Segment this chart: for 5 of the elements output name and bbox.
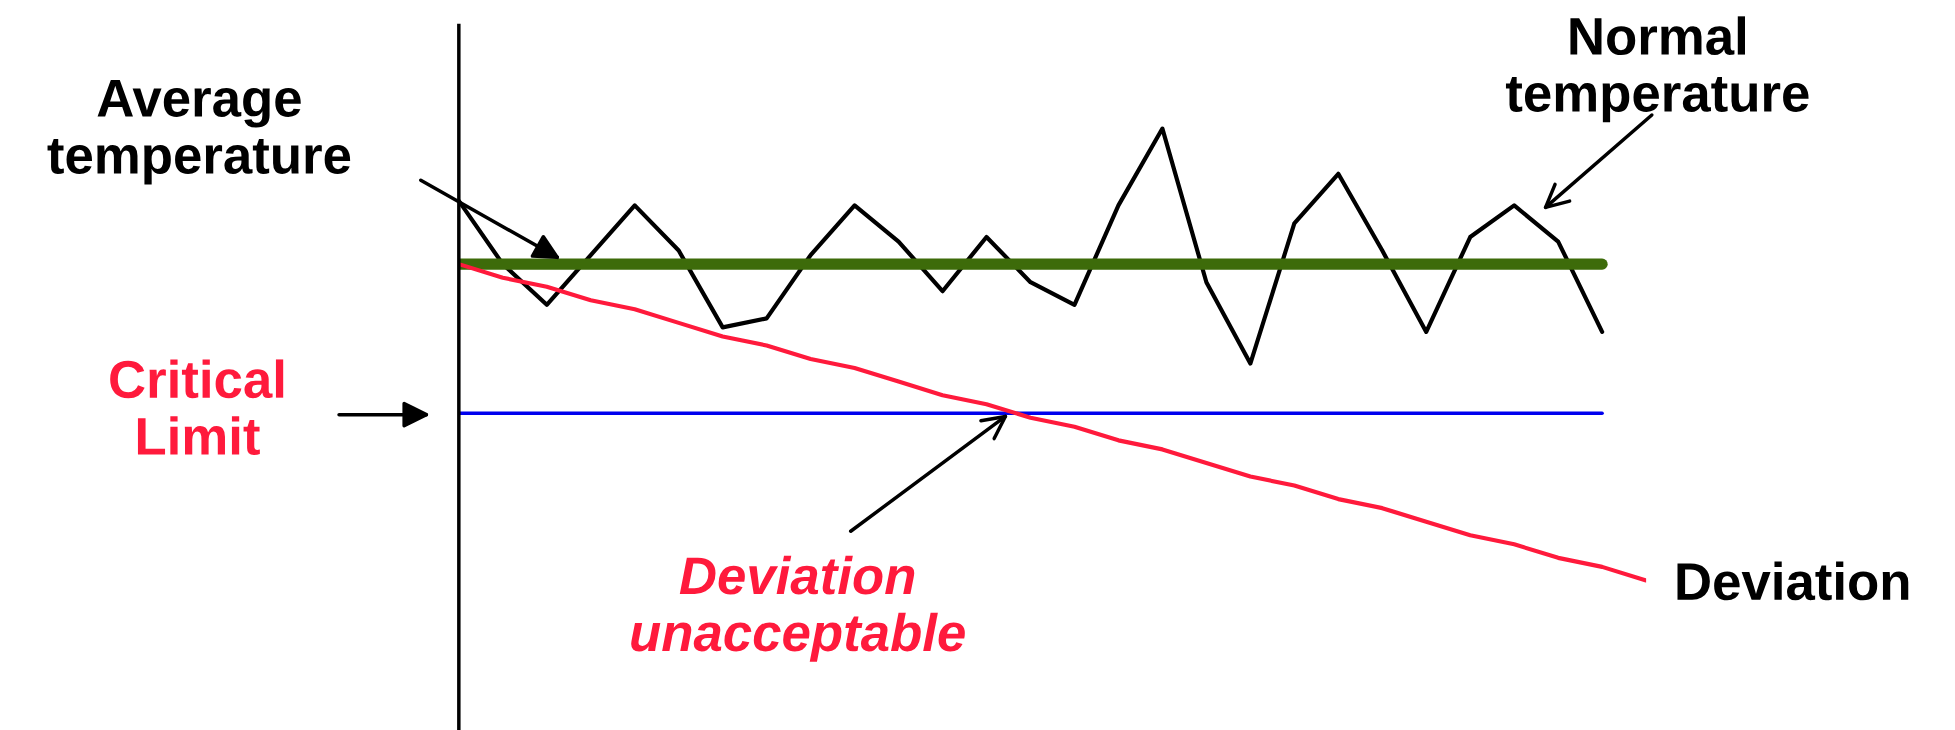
annotation: Deviation unacceptable [631, 555, 965, 662]
text: Deviation [1677, 561, 1909, 601]
text: Average temperature [47, 80, 351, 185]
text: Normal temperature [1505, 16, 1809, 123]
text: Critical Limit [110, 359, 284, 455]
